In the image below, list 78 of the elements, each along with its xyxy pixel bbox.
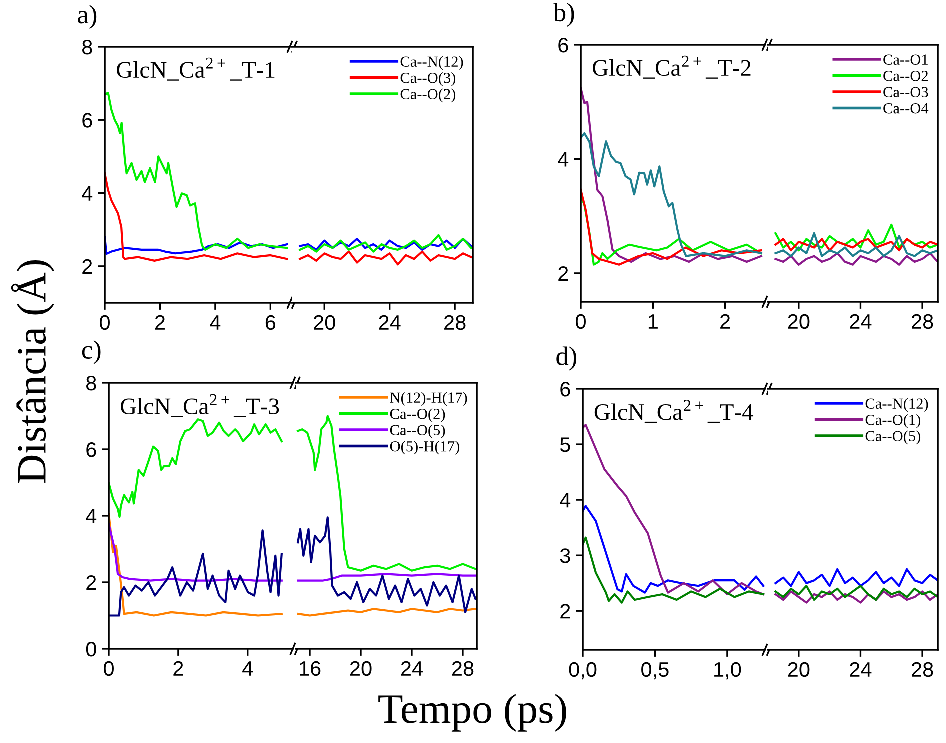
legend-label: Ca--O1 [884,54,928,66]
x-tick-label: 28 [444,315,466,330]
line-series [583,536,765,604]
x-tick-label: 24 [850,662,872,677]
line-series [105,172,288,262]
line-series [581,132,762,258]
y-tick-label: 3 [560,548,570,564]
y-tick-label: 6 [560,382,570,397]
line-series [109,523,283,582]
legend-label: Ca--N(12) [866,398,928,412]
x-axis-title: Tempo (ps) [378,694,566,732]
x-tick-label: 1 [648,314,658,329]
x-tick-label: 0 [104,661,114,676]
annotation: GlcN_Ca$^{2+}$_T-2 [593,56,751,79]
line-series [105,92,288,252]
chart-title: a) [78,5,97,30]
y-tick-label: 6 [82,113,92,128]
legend-label: Ca--N(12) [400,56,464,70]
legend-label: Ca--O(2) [390,408,446,422]
y-axis-title: Distância (Å) [11,260,55,484]
x-tick-label: 2 [155,315,165,330]
x-tick-label: 6 [266,315,276,330]
legend-label: Ca--O(3) [400,72,456,86]
x-tick-label: 2 [720,314,730,329]
x-tick-label: 1,0 [714,662,742,680]
line-series [583,505,765,594]
line-series [109,418,283,518]
legend-label: O(5)-H(17) [390,440,460,455]
x-tick-label: 28 [912,662,934,678]
x-tick-label: 0 [100,315,110,330]
legend-label: Ca--O3 [884,87,928,98]
line-series [583,424,765,596]
annotation: GlcN_Ca$^{2+}$_T-3 [121,394,280,418]
x-tick-label: 0,0 [569,662,597,680]
x-tick-label: 2 [174,661,184,676]
legend-label: Ca--O(2) [400,88,456,103]
x-tick-label: 28 [452,661,474,676]
x-tick-label: 4 [242,662,254,676]
y-tick-label: 8 [86,376,96,391]
x-tick-label: 20 [788,314,810,330]
legend-label: Ca--O4 [884,103,929,114]
x-tick-label: 4 [210,316,221,330]
y-tick-label: 2 [86,576,96,590]
x-tick-label: 24 [401,661,423,676]
chart-title: b) [553,3,574,28]
y-tick-label: 5 [560,438,570,452]
legend-label: Ca--O(5) [866,430,921,445]
x-tick-label: 20 [350,661,372,676]
x-tick-label: 16 [300,661,321,676]
x-tick-label: 28 [912,314,934,330]
y-tick-label: 2 [82,259,92,274]
y-tick-label: 8 [82,40,92,55]
y-tick-label: 4 [558,152,569,167]
line-series [109,530,283,617]
y-tick-label: 2 [558,266,568,281]
chart-title: d) [556,346,577,371]
x-tick-label: 20 [314,315,336,330]
line-series [109,513,283,617]
legend-label: Ca--O(1) [866,414,921,428]
x-tick-label: 24 [379,315,401,330]
legend-label: Ca--O2 [884,70,928,82]
y-tick-label: 6 [558,38,568,53]
x-tick-label: 24 [850,314,872,329]
annotation: GlcN_Ca$^{2+}$_T-1 [117,58,275,81]
line-series [581,87,762,264]
y-tick-label: 4 [82,186,93,201]
y-tick-label: 6 [86,442,96,458]
legend-label: N(12)-H(17) [390,392,468,406]
y-tick-label: 4 [560,493,571,508]
chart-title: c) [82,340,101,364]
y-tick-label: 0 [86,642,96,657]
x-tick-label: 20 [788,662,810,678]
x-tick-label: 0 [576,314,586,330]
legend-label: Ca--O(5) [390,424,446,439]
y-tick-label: 4 [86,509,97,524]
x-tick-label: 0,5 [642,662,669,680]
y-tick-label: 2 [560,604,570,619]
annotation: GlcN_Ca$^{2+}$_T-4 [594,400,754,424]
